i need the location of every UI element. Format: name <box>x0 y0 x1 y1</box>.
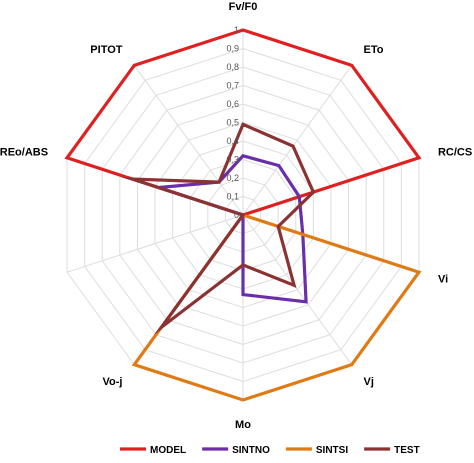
axis-label-eto: ETo <box>363 44 383 56</box>
spoke-vj <box>243 215 352 365</box>
tick-label: 0,5 <box>226 118 239 128</box>
axis-label-mo: Mo <box>235 419 251 431</box>
tick-label: 0,6 <box>226 99 239 109</box>
legend-label-test: TEST <box>394 445 420 456</box>
legend-label-sintsi: SINTSI <box>316 445 348 456</box>
tick-label: 1 <box>234 25 239 35</box>
tick-label: 0,1 <box>226 192 239 202</box>
tick-label: 0,8 <box>226 62 239 72</box>
radar-tick-labels: 0 0,1 0,2 0,3 0,4 0,5 0,6 0,7 0,8 0,9 1 <box>226 25 239 220</box>
axis-label-vo-j: Vo-j <box>103 376 123 388</box>
axis-label-rc-cs: RC/CS <box>438 147 472 159</box>
axis-label-vi: Vi <box>438 273 448 285</box>
legend: MODEL SINTNO SINTSI TEST <box>120 445 420 456</box>
tick-label: 0,7 <box>226 81 239 91</box>
tick-label: 0,2 <box>226 173 239 183</box>
tick-label: 0,9 <box>226 44 239 54</box>
axis-label-pitot: PITOT <box>90 44 122 56</box>
tick-label: 0 <box>234 210 239 220</box>
axis-label-vj: Vj <box>363 376 373 388</box>
axis-label-fv-f0: Fv/F0 <box>229 1 258 13</box>
tick-label: 0,3 <box>226 155 239 165</box>
legend-label-model: MODEL <box>150 445 186 456</box>
legend-label-sintno: SINTNO <box>232 445 270 456</box>
tick-label: 0,4 <box>226 136 239 146</box>
axis-label-reo-abs: REo/ABS <box>0 147 48 159</box>
